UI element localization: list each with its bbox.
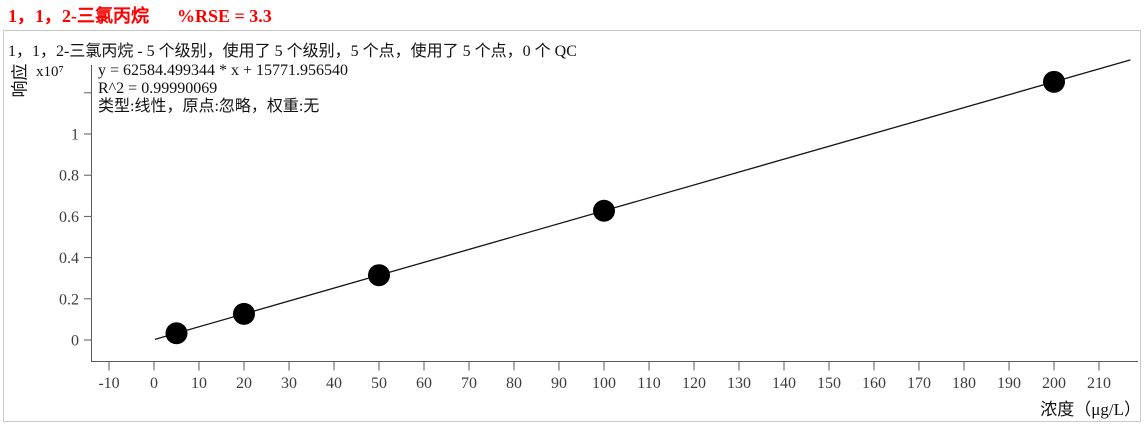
x-tick-label: 100 (592, 375, 616, 392)
data-point (233, 302, 255, 325)
x-tick-label: 150 (817, 375, 841, 392)
x-tick-label: 40 (326, 375, 342, 392)
x-tick-label: 50 (371, 375, 387, 392)
fit-equation: y = 62584.499344 * x + 15771.956540 (98, 62, 349, 79)
x-tick-label: 170 (907, 375, 931, 392)
data-point (368, 264, 390, 287)
chart-panel (3, 30, 1141, 422)
x-tick-label: 30 (281, 375, 297, 392)
x-tick-label: 160 (862, 375, 886, 392)
x-tick-label: 200 (1042, 375, 1066, 392)
x-tick-label: 0 (150, 375, 158, 392)
y-tick-label: 0 (71, 333, 79, 350)
x-tick-label: 190 (997, 375, 1021, 392)
data-point (1043, 70, 1065, 93)
x-tick-label: 70 (461, 375, 477, 392)
x-tick-label: 180 (952, 375, 976, 392)
compound-name: 1，1，2-三氯丙烷 (8, 6, 149, 26)
data-point (593, 199, 615, 222)
x-tick-label: -10 (98, 375, 119, 392)
fit-parameters: 类型:线性，原点:忽略，权重:无 (98, 98, 320, 115)
y-tick-label: 0.6 (59, 209, 79, 226)
y-axis-scale-label: x10⁷ (36, 64, 64, 80)
x-tick-label: 60 (416, 375, 432, 392)
y-tick-label: 0.2 (59, 291, 79, 308)
fit-summary-block: y = 62584.499344 * x + 15771.956540 R^2 … (98, 62, 348, 116)
x-tick-label: 110 (637, 375, 660, 392)
x-tick-label: 130 (727, 375, 751, 392)
x-tick-label: 90 (551, 375, 567, 392)
calibration-summary: 1，1，2-三氯丙烷 - 5 个级别，使用了 5 个级别，5 个点，使用了 5 … (8, 43, 577, 60)
data-point (165, 322, 188, 345)
page-title: 1，1，2-三氯丙烷 %RSE = 3.3 (8, 2, 272, 28)
x-tick-label: 10 (191, 375, 207, 392)
y-tick-label: 0.4 (59, 250, 79, 267)
x-tick-label: 210 (1087, 375, 1111, 392)
x-tick-label: 20 (236, 375, 252, 392)
rse-value: %RSE = 3.3 (177, 6, 272, 26)
fit-r-squared: R^2 = 0.99990069 (98, 80, 218, 97)
y-tick-label: 0.8 (59, 168, 79, 185)
x-tick-label: 80 (506, 375, 522, 392)
y-tick-label: 1 (71, 127, 79, 144)
x-tick-label: 140 (772, 375, 796, 392)
x-tick-label: 120 (682, 375, 706, 392)
regression-line (154, 59, 1131, 341)
x-axis-title: 浓度（μg/L） (1040, 400, 1141, 419)
